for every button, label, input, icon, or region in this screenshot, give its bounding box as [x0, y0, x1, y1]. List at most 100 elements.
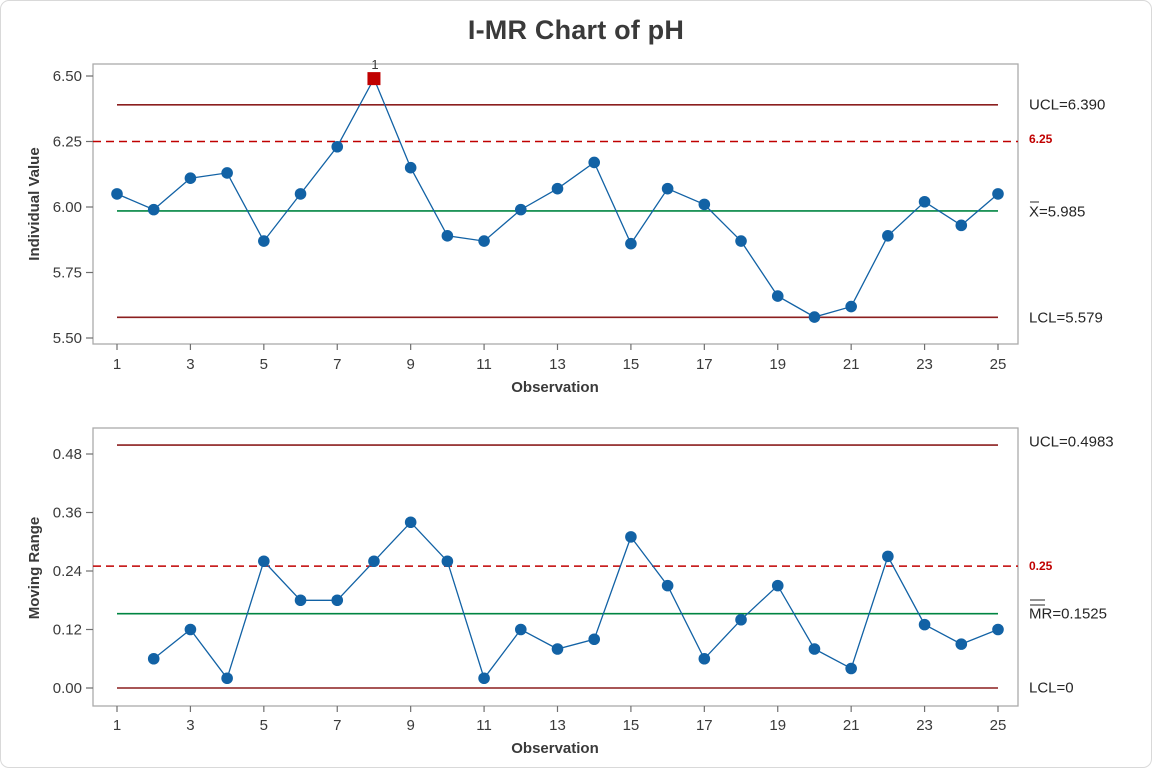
individuals-chart-point-obs-18[interactable] [735, 235, 747, 247]
individuals-chart-point-obs-19[interactable] [771, 290, 784, 302]
moving-range-chart-point-obs-7[interactable] [331, 594, 344, 607]
moving-range-chart-point-obs-16[interactable] [661, 579, 674, 592]
y-tick-label: 6.00 [53, 199, 82, 216]
moving-range-chart-point-obs-6[interactable] [294, 594, 307, 607]
moving-range-chart-point-obs-9[interactable] [404, 516, 417, 529]
y-tick-label: 6.25 [53, 134, 82, 151]
individuals-chart-plot-border [92, 63, 1019, 345]
individuals-chart-point-obs-11[interactable] [478, 235, 490, 247]
x-tick-label: 11 [476, 717, 492, 734]
x-tick-label: 7 [333, 717, 341, 734]
lcl-label-individuals: LCL=5.579 [1029, 309, 1103, 327]
x-tick-label: 11 [476, 356, 492, 373]
moving-range-chart-point-obs-13[interactable] [551, 643, 564, 655]
moving-range-chart-point-obs-4[interactable] [221, 672, 233, 685]
x-tick-label: 1 [113, 356, 121, 373]
x-tick-label: 1 [113, 717, 121, 734]
chart-layers: 6.506.256.005.755.501 3 5 7 9 11 13 15 17 19 21 23 2… [53, 57, 1019, 734]
individuals-chart-point-obs-23[interactable] [918, 195, 931, 208]
moving-range-chart-point-obs-2[interactable] [147, 652, 160, 665]
x-tick-label: 9 [406, 356, 414, 373]
x-tick-label: 3 [186, 356, 194, 373]
individuals-chart-out-of-control-point-obs-8[interactable] [367, 72, 381, 86]
individuals-chart-point-obs-9[interactable] [404, 161, 417, 174]
individuals-chart-point-obs-24[interactable] [955, 219, 968, 232]
moving-range-chart-point-obs-11[interactable] [478, 672, 490, 685]
moving-range-chart-point-obs-25[interactable] [992, 623, 1004, 636]
x-tick-label: 25 [990, 717, 1007, 734]
moving-range-chart-point-obs-19[interactable] [771, 579, 784, 592]
x-tick-label: 13 [549, 356, 566, 373]
moving-range-chart-point-obs-3[interactable] [184, 623, 197, 636]
chart-title: I-MR Chart of pH [467, 15, 685, 45]
y-tick-label: 0.36 [53, 505, 82, 522]
moving-range-chart-point-obs-21[interactable] [845, 662, 857, 675]
individuals-chart-point-obs-14[interactable] [588, 156, 601, 169]
moving-range-chart-point-obs-14[interactable] [588, 633, 601, 646]
x-tick-label: 17 [696, 717, 713, 734]
moving-range-chart-series-line [153, 521, 999, 680]
individuals-chart-point-obs-6[interactable] [294, 188, 307, 200]
y-axis-title-moving-range: Moving Range [26, 517, 43, 620]
individuals-chart-point-obs-7[interactable] [331, 140, 344, 153]
individuals-chart-point-obs-1[interactable] [111, 188, 123, 200]
moving-range-chart-point-obs-23[interactable] [918, 618, 931, 631]
individuals-chart-point-obs-22[interactable] [882, 230, 894, 242]
moving-range-chart-point-obs-8[interactable] [368, 555, 380, 568]
individuals-chart-point-obs-3[interactable] [184, 172, 197, 184]
y-tick-label: 0.48 [53, 446, 82, 463]
x-tick-label: 21 [843, 356, 860, 373]
individuals-chart-out-of-control-flag: 1 [371, 57, 378, 72]
x-tick-label: 17 [696, 356, 713, 373]
y-tick-label: 6.50 [53, 68, 82, 85]
x-tick-label: 7 [333, 356, 341, 373]
y-tick-label: 5.50 [53, 330, 82, 347]
x-tick-label: 5 [260, 717, 268, 734]
x-tick-label: 15 [623, 356, 640, 373]
x-tick-label: 19 [769, 356, 786, 373]
moving-range-chart-point-obs-15[interactable] [625, 531, 637, 543]
moving-range-chart-point-obs-17[interactable] [698, 652, 711, 665]
moving-range-chart-point-obs-20[interactable] [808, 643, 821, 655]
center-line-label-individuals: X=5.985 [1029, 201, 1085, 221]
moving-range-chart-point-obs-5[interactable] [258, 555, 270, 568]
individuals-chart-point-obs-17[interactable] [698, 198, 711, 211]
x-tick-label: 21 [843, 717, 860, 734]
lcl-label-moving-range: LCL=0 [1029, 679, 1074, 697]
individuals-chart-point-obs-2[interactable] [147, 203, 160, 216]
moving-range-chart-point-obs-10[interactable] [441, 555, 454, 568]
individuals-chart-point-obs-13[interactable] [551, 182, 564, 195]
ucl-label-individuals: UCL=6.390 [1029, 96, 1106, 114]
individuals-chart-point-obs-4[interactable] [221, 167, 233, 179]
x-tick-label: 23 [916, 717, 933, 734]
individuals-chart-point-obs-10[interactable] [441, 230, 454, 242]
y-tick-label: 0.24 [53, 563, 82, 580]
individuals-chart-point-obs-20[interactable] [808, 311, 821, 323]
moving-range-chart-point-obs-12[interactable] [514, 623, 527, 636]
center-line-label-moving-range: MR=0.1525 [1029, 599, 1107, 623]
moving-range-chart-point-obs-22[interactable] [882, 550, 894, 563]
y-tick-label: 5.75 [53, 265, 82, 282]
x-axis-title-observation-top: Observation [511, 379, 599, 396]
spec-limit-label-individuals: 6.25 [1029, 132, 1053, 146]
individuals-chart-point-obs-12[interactable] [514, 203, 527, 216]
x-tick-label: 5 [260, 356, 268, 373]
spec-limit-label-moving-range: 0.25 [1029, 559, 1053, 573]
moving-range-chart-point-obs-18[interactable] [735, 613, 747, 626]
y-axis-title-individual-value: Individual Value [26, 147, 43, 260]
mrbar-symbol: MR [1029, 599, 1053, 623]
x-tick-label: 15 [623, 717, 640, 734]
moving-range-chart-point-obs-24[interactable] [955, 638, 968, 650]
x-tick-label: 19 [769, 717, 786, 734]
individuals-chart-point-obs-5[interactable] [258, 235, 270, 247]
moving-range-chart-plot-border [92, 427, 1019, 707]
x-tick-label: 9 [406, 717, 414, 734]
individuals-chart-point-obs-15[interactable] [625, 237, 637, 250]
individuals-chart-point-obs-25[interactable] [992, 188, 1004, 200]
mrbar-value: =0.1525 [1052, 605, 1107, 623]
individuals-chart-point-obs-16[interactable] [661, 182, 674, 195]
individuals-chart-point-obs-21[interactable] [845, 300, 857, 313]
x-axis-title-observation-bottom: Observation [511, 740, 599, 757]
